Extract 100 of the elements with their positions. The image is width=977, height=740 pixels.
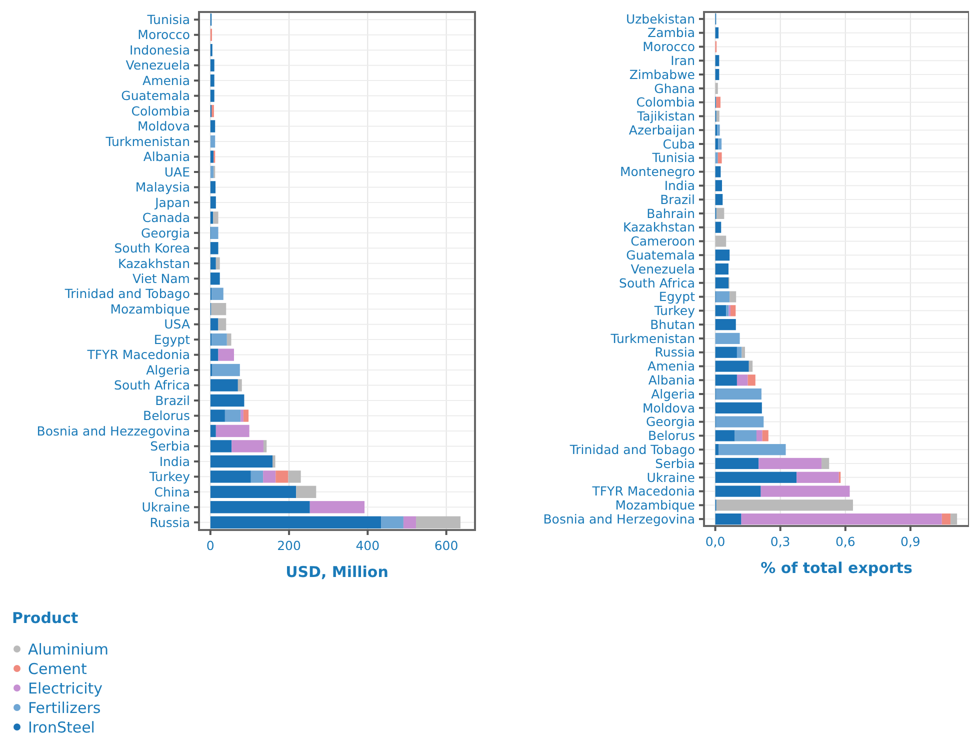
bar — [310, 501, 365, 514]
bar — [715, 305, 726, 316]
y-tick-label: Zambia — [648, 25, 695, 40]
y-tick-label: Mozambique — [615, 498, 696, 513]
bar — [715, 27, 719, 38]
y-tick-label: South Korea — [114, 240, 190, 256]
y-tick-label: Ukraine — [646, 470, 696, 485]
bar — [715, 374, 737, 386]
legend-title: Product — [12, 609, 78, 627]
y-tick-label: Bahrain — [646, 206, 695, 221]
bar — [734, 430, 756, 442]
bar — [758, 458, 822, 470]
y-tick-label: Bosnia and Hezzegovina — [36, 423, 190, 438]
bar — [243, 410, 249, 422]
bar — [240, 410, 244, 422]
legend-label: IronSteel — [28, 718, 95, 736]
bar — [216, 424, 250, 438]
x-tick-label: 200 — [277, 538, 302, 553]
y-tick-label: Amenia — [648, 358, 695, 374]
bar — [716, 388, 762, 400]
bar — [272, 455, 276, 468]
bar — [718, 444, 786, 456]
bar — [760, 486, 850, 497]
bar — [716, 416, 764, 428]
y-tick-label: TFYR Macedonia — [591, 484, 695, 499]
bar — [715, 332, 740, 344]
y-tick-label: Turkmenistan — [610, 330, 695, 346]
bar — [212, 333, 227, 346]
bar — [296, 486, 316, 498]
y-tick-label: Bhutan — [650, 316, 695, 332]
bar — [212, 364, 240, 376]
x-axis-title: % of total exports — [760, 559, 912, 577]
y-tick-label: Belorus — [143, 408, 190, 424]
bar — [211, 302, 226, 316]
bar — [224, 410, 241, 422]
y-tick-label: Brazil — [660, 192, 695, 207]
bar — [796, 472, 839, 483]
bar — [210, 501, 310, 514]
y-tick-label: Moldova — [137, 118, 190, 134]
bar — [263, 440, 267, 452]
bar — [715, 402, 762, 414]
x-tick-label: 0,6 — [835, 534, 856, 549]
y-tick-label: Bosnia and Herzegovina — [543, 511, 695, 526]
bar — [715, 180, 722, 192]
bar — [276, 470, 288, 483]
y-tick-label: Morocco — [138, 27, 190, 42]
y-tick-label: Cuba — [662, 136, 695, 152]
bar — [715, 346, 737, 358]
x-tick-label: 0 — [206, 538, 214, 553]
y-tick-label: Egypt — [658, 289, 696, 304]
y-tick-label: Belorus — [648, 428, 695, 444]
bar — [218, 318, 226, 330]
bar — [210, 150, 214, 163]
bar — [210, 379, 238, 392]
bar — [381, 516, 404, 528]
y-tick-label: Moldova — [642, 400, 695, 416]
bar — [715, 152, 718, 164]
bar — [715, 360, 749, 372]
bar — [218, 348, 234, 361]
bar — [942, 513, 951, 525]
y-tick-label: Venezuela — [126, 58, 190, 73]
bar — [742, 346, 745, 358]
bar — [288, 470, 301, 483]
y-tick-label: Morocco — [642, 39, 695, 54]
y-tick-label: Tunisia — [146, 12, 190, 27]
bar — [715, 194, 723, 206]
y-tick-label: Albania — [648, 372, 695, 388]
bar — [210, 486, 296, 498]
bar — [210, 470, 251, 483]
y-tick-label: Guatemala — [121, 88, 190, 104]
y-tick-label: Turkey — [148, 469, 191, 484]
bar — [216, 257, 220, 270]
bar — [210, 181, 216, 194]
y-tick-label: Mozambique — [110, 301, 190, 316]
bar — [210, 74, 214, 87]
y-tick-label: Egypt — [154, 332, 190, 347]
y-tick-label: USA — [164, 316, 190, 332]
bar — [741, 513, 942, 525]
bar — [210, 272, 220, 285]
bar — [210, 348, 218, 361]
x-tick-label: 0,3 — [770, 534, 790, 549]
bar — [210, 212, 214, 224]
x-tick-label: 0,9 — [900, 534, 920, 549]
bar — [210, 394, 244, 407]
bar — [715, 263, 729, 275]
bar — [716, 208, 724, 219]
x-tick-label: 600 — [434, 538, 458, 553]
bar — [718, 152, 722, 164]
y-tick-label: Ukraine — [142, 500, 190, 515]
bar — [210, 257, 216, 270]
bar — [715, 236, 726, 247]
bar — [736, 346, 742, 358]
bar — [748, 374, 756, 386]
bar — [715, 166, 721, 178]
y-tick-label: Trinidad and Tobago — [568, 442, 695, 457]
bar — [950, 513, 958, 525]
y-tick-label: Zimbabwe — [629, 66, 696, 82]
x-tick-label: 400 — [356, 538, 380, 553]
y-tick-label: Indonesia — [130, 42, 190, 58]
y-tick-label: Kazakhstan — [118, 256, 190, 271]
